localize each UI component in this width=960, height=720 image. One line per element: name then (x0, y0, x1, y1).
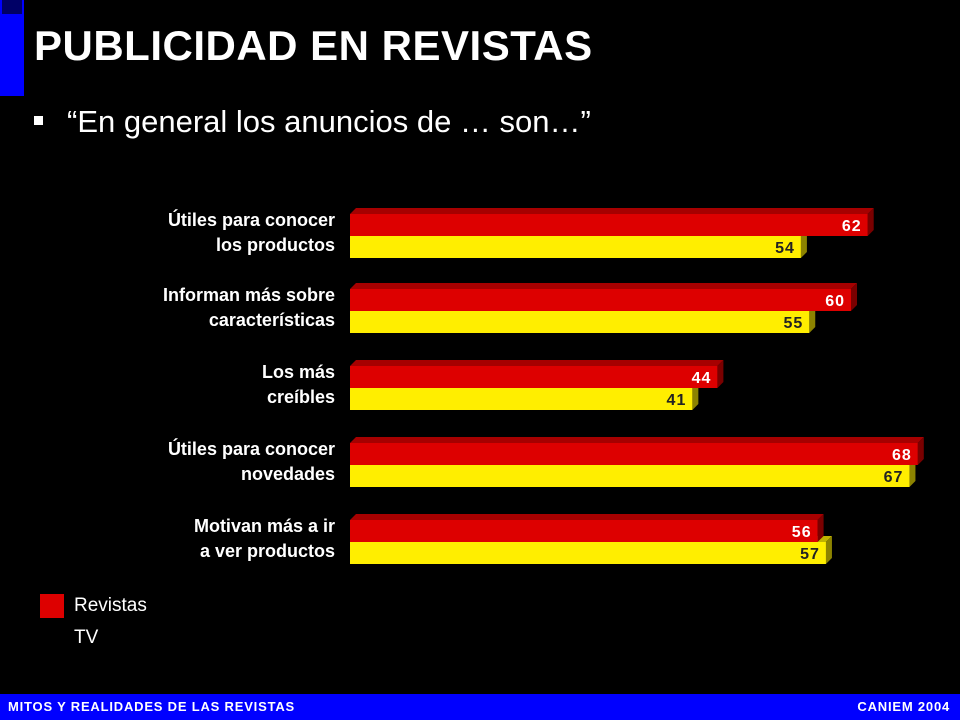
bar-top-revistas-4 (350, 514, 824, 520)
page-title: PUBLICIDAD EN REVISTAS (34, 22, 593, 69)
value-label-revistas-2: 44 (692, 370, 712, 387)
value-label-tv-3: 67 (884, 469, 904, 486)
category-label-2-0: Los más (262, 362, 335, 382)
bar-side-tv-1 (809, 305, 816, 333)
bar-side-revistas-0 (867, 208, 874, 236)
category-label-2-1: creíbles (267, 387, 335, 407)
bar-side-tv-3 (909, 459, 916, 487)
bar-tv-1 (350, 311, 810, 333)
value-label-tv-1: 55 (783, 315, 803, 332)
category-label-1-1: características (209, 310, 335, 330)
bar-side-tv-2 (692, 382, 699, 410)
footer-right-text: CANIEM 2004 (857, 699, 950, 714)
value-label-revistas-4: 56 (792, 524, 812, 541)
bar-side-tv-0 (800, 230, 807, 258)
bar-tv-4 (350, 542, 826, 564)
category-label-3-1: novedades (241, 464, 335, 484)
legend-item-tv: TV (40, 622, 147, 654)
bar-revistas-4 (350, 520, 818, 542)
bar-top-revistas-1 (350, 283, 857, 289)
bar-side-revistas-4 (817, 514, 824, 542)
bar-side-revistas-3 (917, 437, 924, 465)
legend-label-revistas: Revistas (74, 595, 147, 616)
category-label-4-0: Motivan más a ir (194, 516, 335, 536)
legend-swatch-tv (40, 626, 64, 650)
footer-left-text: MITOS Y REALIDADES DE LAS REVISTAS (8, 699, 296, 714)
bar-revistas-0 (350, 214, 868, 236)
bar-tv-2 (350, 388, 693, 410)
subtitle: “En general los anuncios de … son…” (34, 104, 591, 140)
bar-tv-3 (350, 465, 910, 487)
value-label-tv-4: 57 (800, 546, 820, 563)
bar-tv-0 (350, 236, 801, 258)
bar-top-revistas-3 (350, 437, 924, 443)
value-label-tv-0: 54 (775, 240, 795, 257)
value-label-revistas-3: 68 (892, 447, 912, 464)
bar-top-revistas-2 (350, 360, 724, 366)
category-label-4-1: a ver productos (200, 541, 335, 561)
category-label-3-0: Útiles para conocer (168, 438, 335, 459)
legend-item-revistas: Revistas (40, 590, 147, 622)
footer: MITOS Y REALIDADES DE LAS REVISTAS CANIE… (0, 694, 960, 720)
bar-top-revistas-0 (350, 208, 874, 214)
category-label-0-0: Útiles para conocer (168, 209, 335, 230)
legend-label-tv: TV (74, 627, 99, 648)
bar-side-revistas-1 (851, 283, 857, 311)
bar-side-tv-4 (825, 536, 832, 564)
bullet-icon (34, 116, 43, 126)
bar-revistas-3 (350, 443, 918, 465)
bar-side-revistas-2 (717, 360, 724, 388)
legend-swatch-revistas (40, 594, 64, 618)
value-label-revistas-0: 62 (842, 218, 862, 235)
legend: Revistas TV (40, 590, 147, 654)
bar-revistas-2 (350, 366, 718, 388)
bar-chart: 54 62 Útiles para conocer los productos 55 60… (163, 208, 924, 564)
subtitle-text: “En general los anuncios de … son…” (67, 104, 591, 139)
bar-revistas-1 (350, 289, 851, 311)
category-label-0-1: los productos (216, 235, 335, 255)
accent-bar (0, 0, 24, 96)
category-label-1-0: Informan más sobre (163, 285, 335, 305)
value-label-revistas-1: 60 (825, 293, 845, 310)
value-label-tv-2: 41 (667, 392, 687, 409)
